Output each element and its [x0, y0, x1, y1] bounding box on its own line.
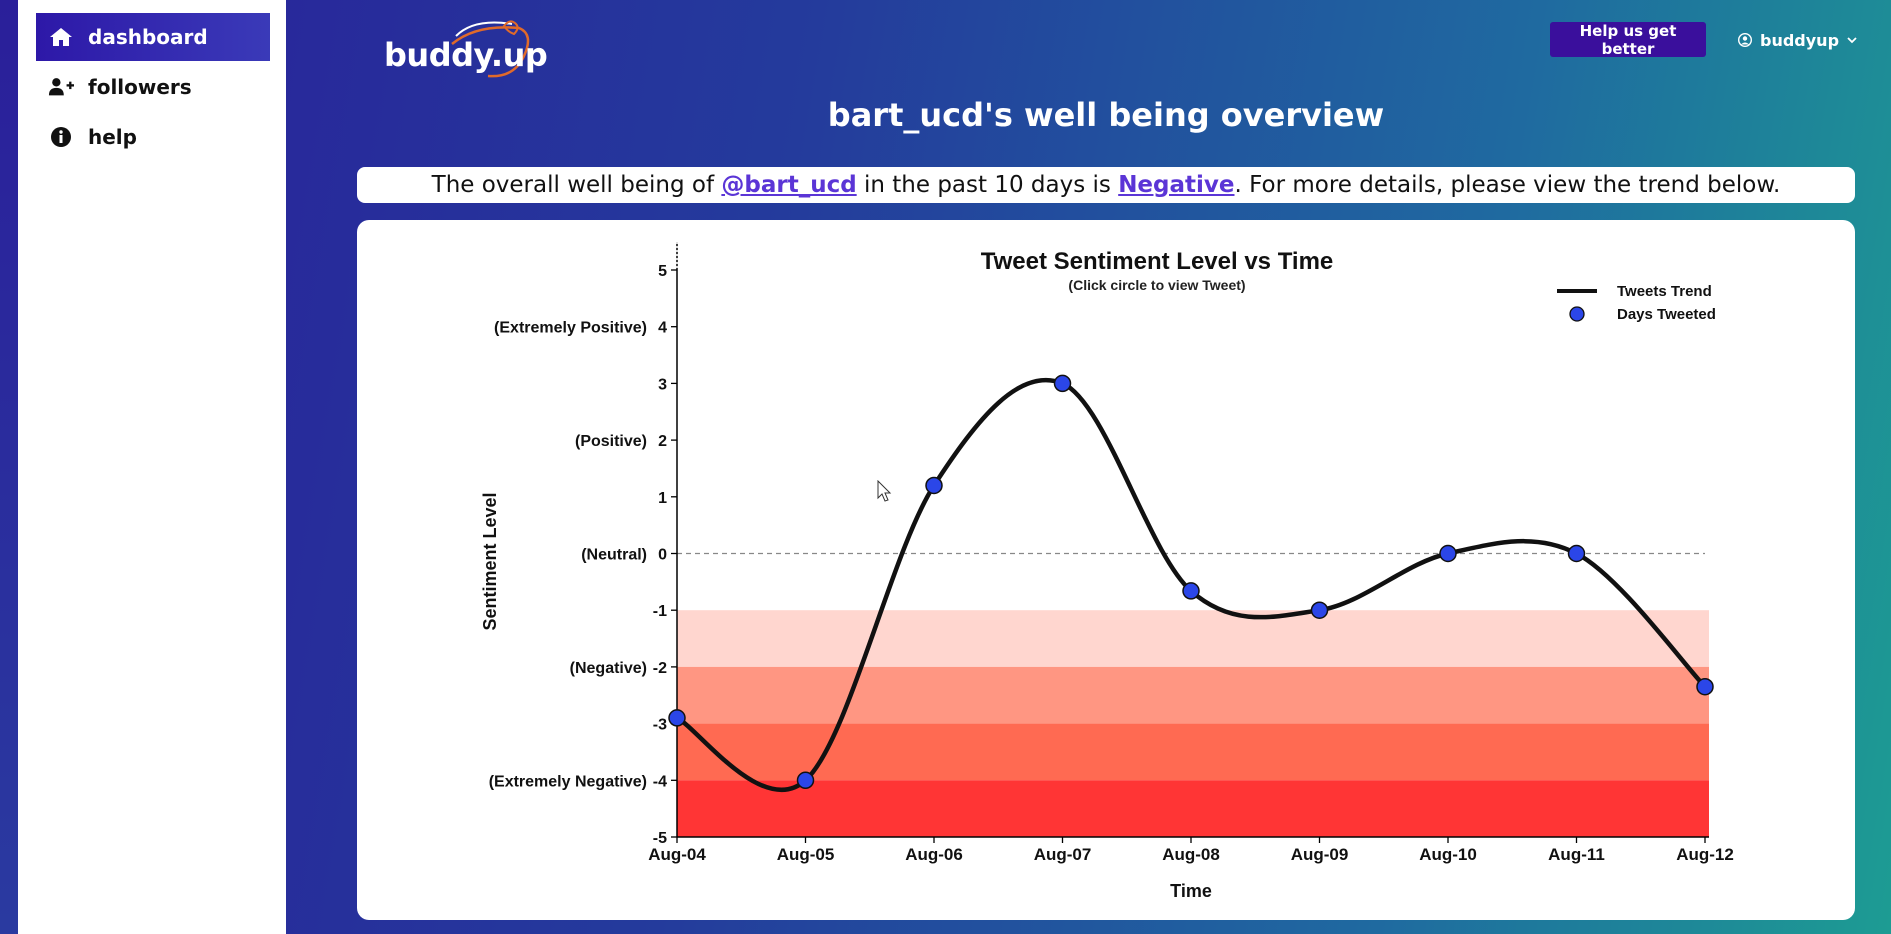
- day-tweeted-point[interactable]: [668, 709, 686, 727]
- x-tick-label: Aug-12: [1676, 845, 1734, 864]
- user-menu[interactable]: buddyup: [1738, 26, 1857, 54]
- sentiment-chart: -5 -4 -3 -2 -1 0 1 2 3 4 5 (Extremely Positive) (Pos…: [480, 242, 1734, 901]
- day-tweeted-point[interactable]: [925, 476, 943, 495]
- y-category-label: (Positive): [575, 433, 647, 450]
- chart-subtitle: (Click circle to view Tweet): [1068, 277, 1245, 293]
- sidebar-item-help[interactable]: help: [36, 113, 270, 161]
- sidebar-item-label: followers: [88, 75, 192, 99]
- x-axis-title: Time: [1170, 881, 1212, 901]
- sidebar-item-followers[interactable]: followers: [36, 63, 270, 111]
- mouse-cursor-icon: [877, 480, 892, 502]
- user-circle-icon: [1738, 33, 1752, 47]
- tweets-trend-line: [675, 377, 1707, 792]
- info-icon: [48, 126, 74, 148]
- summary-suffix: . For more details, please view the tren…: [1234, 172, 1781, 198]
- logo-text: buddy.up: [384, 36, 548, 74]
- day-tweeted-point[interactable]: [1182, 582, 1200, 600]
- summary-middle: in the past 10 days is: [856, 172, 1119, 198]
- logo-swoosh-icon: [451, 20, 530, 78]
- day-tweeted-point[interactable]: [1567, 544, 1586, 563]
- buddyup-logo[interactable]: buddy.up: [384, 14, 548, 84]
- x-tick-label: Aug-11: [1548, 845, 1605, 864]
- page-title: bart_ucd's well being overview: [827, 96, 1385, 134]
- sidebar-item-label: help: [88, 125, 137, 149]
- page-edge-strip: [0, 0, 18, 934]
- x-tick-label: Aug-09: [1291, 845, 1349, 864]
- y-tick-label: -1: [653, 603, 667, 620]
- sentiment-band: [677, 723, 1709, 781]
- y-tick-label: 3: [658, 376, 667, 393]
- x-tick-label: Aug-07: [1034, 845, 1092, 864]
- chevron-down-icon: [1847, 36, 1857, 44]
- x-tick-label: Aug-06: [905, 845, 963, 864]
- day-tweeted-point[interactable]: [1696, 677, 1714, 696]
- user-name: buddyup: [1760, 30, 1840, 50]
- user-handle-link[interactable]: @bart_ucd: [721, 172, 857, 198]
- x-tick-label: Aug-10: [1419, 845, 1477, 864]
- legend-label: Tweets Trend: [1617, 283, 1712, 300]
- y-tick-label: 1: [658, 490, 667, 507]
- day-tweeted-point[interactable]: [796, 771, 815, 790]
- x-tick-label: Aug-04: [648, 845, 706, 864]
- y-tick-label: 0: [658, 547, 667, 564]
- day-tweeted-point[interactable]: [1053, 374, 1072, 393]
- y-category-label: (Negative): [570, 660, 647, 677]
- legend-point-swatch: [1569, 306, 1585, 322]
- help-us-get-better-button[interactable]: Help us get better: [1550, 22, 1706, 58]
- sentiment-band: [677, 666, 1709, 724]
- day-tweeted-point[interactable]: [1310, 601, 1329, 619]
- x-tick-label: Aug-08: [1162, 845, 1220, 864]
- y-tick-label: -3: [653, 717, 667, 734]
- home-icon: [48, 26, 74, 48]
- sidebar-item-label: dashboard: [88, 25, 208, 49]
- wellbeing-status-link[interactable]: Negative: [1118, 172, 1235, 198]
- y-tick-label: 5: [658, 263, 667, 280]
- y-category-label: (Neutral): [581, 547, 647, 564]
- y-category-label: (Extremely Negative): [489, 773, 647, 790]
- y-tick-label: 4: [658, 320, 667, 337]
- y-tick-label: 2: [658, 433, 667, 450]
- y-category-label: (Extremely Positive): [494, 320, 647, 337]
- wellbeing-summary: The overall well being of @bart_ucd in t…: [357, 167, 1855, 203]
- sentiment-chart-card: -5 -4 -3 -2 -1 0 1 2 3 4 5 (Extremely Positive) (Pos…: [357, 220, 1855, 920]
- y-tick-label: -2: [653, 660, 667, 677]
- summary-prefix: The overall well being of: [431, 172, 722, 198]
- sentiment-band: [677, 780, 1709, 837]
- y-tick-label: -5: [653, 830, 667, 847]
- user-plus-icon: [48, 76, 74, 98]
- sentiment-band: [677, 610, 1709, 667]
- y-axis-title: Sentiment Level: [480, 492, 500, 630]
- chart-title: Tweet Sentiment Level vs Time: [981, 248, 1334, 275]
- legend-label: Days Tweeted: [1617, 306, 1716, 323]
- x-tick-label: Aug-05: [777, 845, 835, 864]
- sidebar: dashboard followers help: [18, 0, 286, 934]
- y-tick-label: -4: [653, 773, 667, 790]
- sidebar-item-dashboard[interactable]: dashboard: [36, 13, 270, 61]
- day-tweeted-point[interactable]: [1439, 544, 1457, 563]
